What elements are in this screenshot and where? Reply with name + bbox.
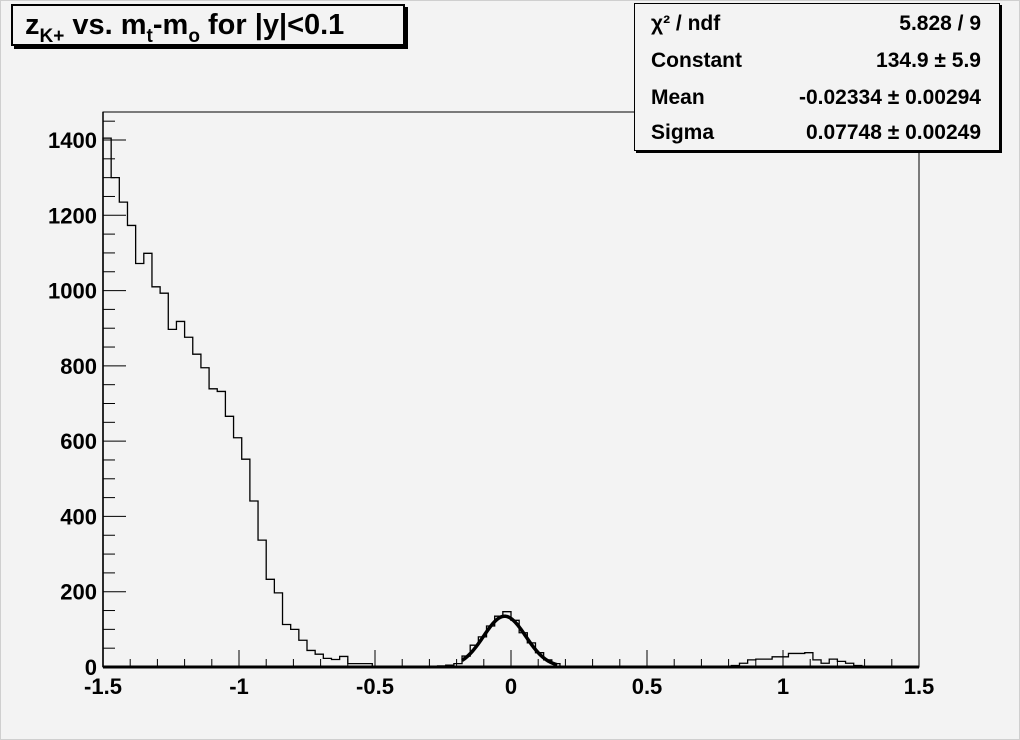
histogram-bin bbox=[250, 501, 258, 667]
stats-value: 0.07748 ± 0.00249 bbox=[805, 121, 981, 144]
histogram-bin bbox=[315, 654, 323, 667]
gaussian-fit-curve bbox=[461, 614, 558, 667]
histogram-bin bbox=[193, 354, 201, 667]
histogram-bin bbox=[291, 629, 299, 667]
histogram-bin bbox=[103, 138, 111, 667]
histogram-bin bbox=[495, 616, 503, 667]
title-text: -m bbox=[152, 9, 189, 41]
stats-row-chi2: χ² / ndf 5.828 / 9 bbox=[651, 7, 981, 41]
stats-value: 134.9 ± 5.9 bbox=[876, 49, 981, 72]
y-tick-label: 200 bbox=[60, 580, 97, 605]
histogram-bin bbox=[283, 624, 291, 667]
histogram-bin bbox=[176, 321, 184, 667]
x-tick-label: 0.5 bbox=[632, 674, 663, 699]
x-tick-label: 1 bbox=[777, 674, 789, 699]
y-tick-label: 800 bbox=[60, 354, 97, 379]
y-tick-label: 1400 bbox=[48, 128, 97, 153]
fit-stats-box: χ² / ndf 5.828 / 9 Constant 134.9 ± 5.9 Me… bbox=[634, 3, 1000, 151]
y-tick-label: 1200 bbox=[48, 203, 97, 228]
x-tick-label: 0 bbox=[505, 674, 517, 699]
stats-row-sigma: Sigma 0.07748 ± 0.00249 bbox=[651, 116, 981, 150]
histogram-bin bbox=[788, 653, 796, 667]
x-tick-label: -0.5 bbox=[356, 674, 394, 699]
histogram-bin bbox=[274, 593, 282, 667]
histogram-bin bbox=[299, 640, 307, 667]
histogram-bin bbox=[225, 416, 233, 667]
stats-key: Sigma bbox=[651, 121, 715, 144]
title-subscript: t bbox=[146, 26, 153, 47]
histogram-bin bbox=[258, 540, 266, 667]
histogram-bin bbox=[119, 202, 127, 667]
y-tick-label: 400 bbox=[60, 504, 97, 529]
y-tick-label: 0 bbox=[85, 655, 97, 680]
stats-value: 5.828 / 9 bbox=[899, 12, 981, 35]
histogram-bin bbox=[805, 653, 813, 667]
histogram-bin bbox=[152, 287, 160, 667]
histogram-bin bbox=[307, 650, 315, 667]
histogram-bin bbox=[144, 253, 152, 667]
stats-key: Constant bbox=[651, 49, 742, 72]
chart-title: zK+ vs. mt-mo for |y|<0.1 bbox=[11, 4, 405, 47]
histogram-bin bbox=[780, 657, 788, 667]
histogram-bin bbox=[340, 656, 348, 667]
histogram-bin bbox=[772, 657, 780, 667]
histogram-bin bbox=[160, 293, 168, 667]
y-tick-label: 600 bbox=[60, 429, 97, 454]
x-tick-label: 1.5 bbox=[904, 674, 935, 699]
histogram-bin bbox=[201, 368, 209, 667]
histogram-bin bbox=[242, 459, 250, 667]
x-tick-label: -1.5 bbox=[84, 674, 122, 699]
title-subscript: o bbox=[188, 26, 200, 47]
histogram-bin bbox=[209, 389, 217, 667]
title-text: z bbox=[25, 9, 40, 41]
histogram-bin bbox=[168, 329, 176, 667]
x-tick-label: -1 bbox=[229, 674, 249, 699]
histogram-bin bbox=[266, 579, 274, 667]
histogram-bin bbox=[503, 612, 511, 667]
stats-key: χ² / ndf bbox=[651, 12, 721, 35]
stats-row-mean: Mean -0.02334 ± 0.00294 bbox=[651, 81, 981, 115]
histogram-bin bbox=[234, 438, 242, 667]
histogram-bin bbox=[797, 653, 805, 667]
stats-key: Mean bbox=[651, 86, 705, 109]
title-text: vs. m bbox=[64, 9, 147, 41]
histogram-bin bbox=[127, 225, 135, 667]
stats-value: -0.02334 ± 0.00294 bbox=[798, 86, 981, 109]
title-text: for |y|<0.1 bbox=[199, 9, 345, 41]
stats-row-constant: Constant 134.9 ± 5.9 bbox=[651, 44, 981, 78]
y-tick-label: 1000 bbox=[48, 279, 97, 304]
histogram-bin bbox=[136, 263, 144, 667]
title-subscript: K+ bbox=[39, 26, 65, 47]
histogram-bin bbox=[185, 337, 193, 667]
histogram-bin bbox=[217, 391, 225, 667]
